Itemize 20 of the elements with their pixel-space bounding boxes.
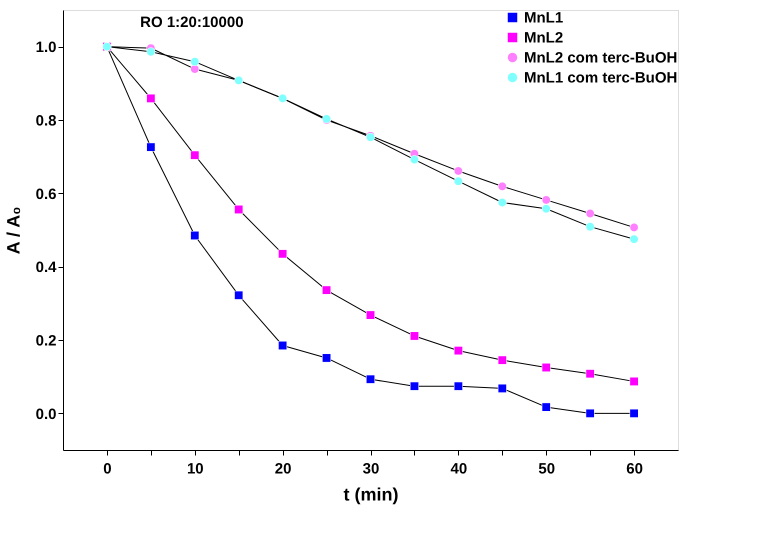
x-tick-label: 0 xyxy=(103,460,112,478)
y-axis-title: A / A₀ xyxy=(4,206,24,254)
x-tick-label: 30 xyxy=(362,460,380,478)
legend-label: MnL2 xyxy=(524,30,564,46)
legend-label: MnL2 com terc-BuOH xyxy=(524,50,678,66)
chart-title: RO 1:20:10000 xyxy=(140,14,244,31)
legend-label: MnL1 xyxy=(524,10,564,26)
y-tick-label: 0.4 xyxy=(36,259,58,276)
y-tick-label: 0.2 xyxy=(36,332,56,350)
x-tick-label: 60 xyxy=(626,460,643,478)
y-tick-label: 0.0 xyxy=(36,406,56,423)
y-tick-label: 0.8 xyxy=(36,112,56,130)
x-tick-label: 40 xyxy=(450,460,468,478)
x-tick-label: 10 xyxy=(186,460,204,478)
x-tick-label: 50 xyxy=(538,460,556,478)
y-tick-label: 0.6 xyxy=(36,186,56,203)
y-tick-label: 1.0 xyxy=(36,39,56,56)
x-axis-title: t (min) xyxy=(344,484,398,504)
legend-label: MnL1 com terc-BuOH xyxy=(524,70,678,86)
x-tick-label: 20 xyxy=(274,460,292,478)
